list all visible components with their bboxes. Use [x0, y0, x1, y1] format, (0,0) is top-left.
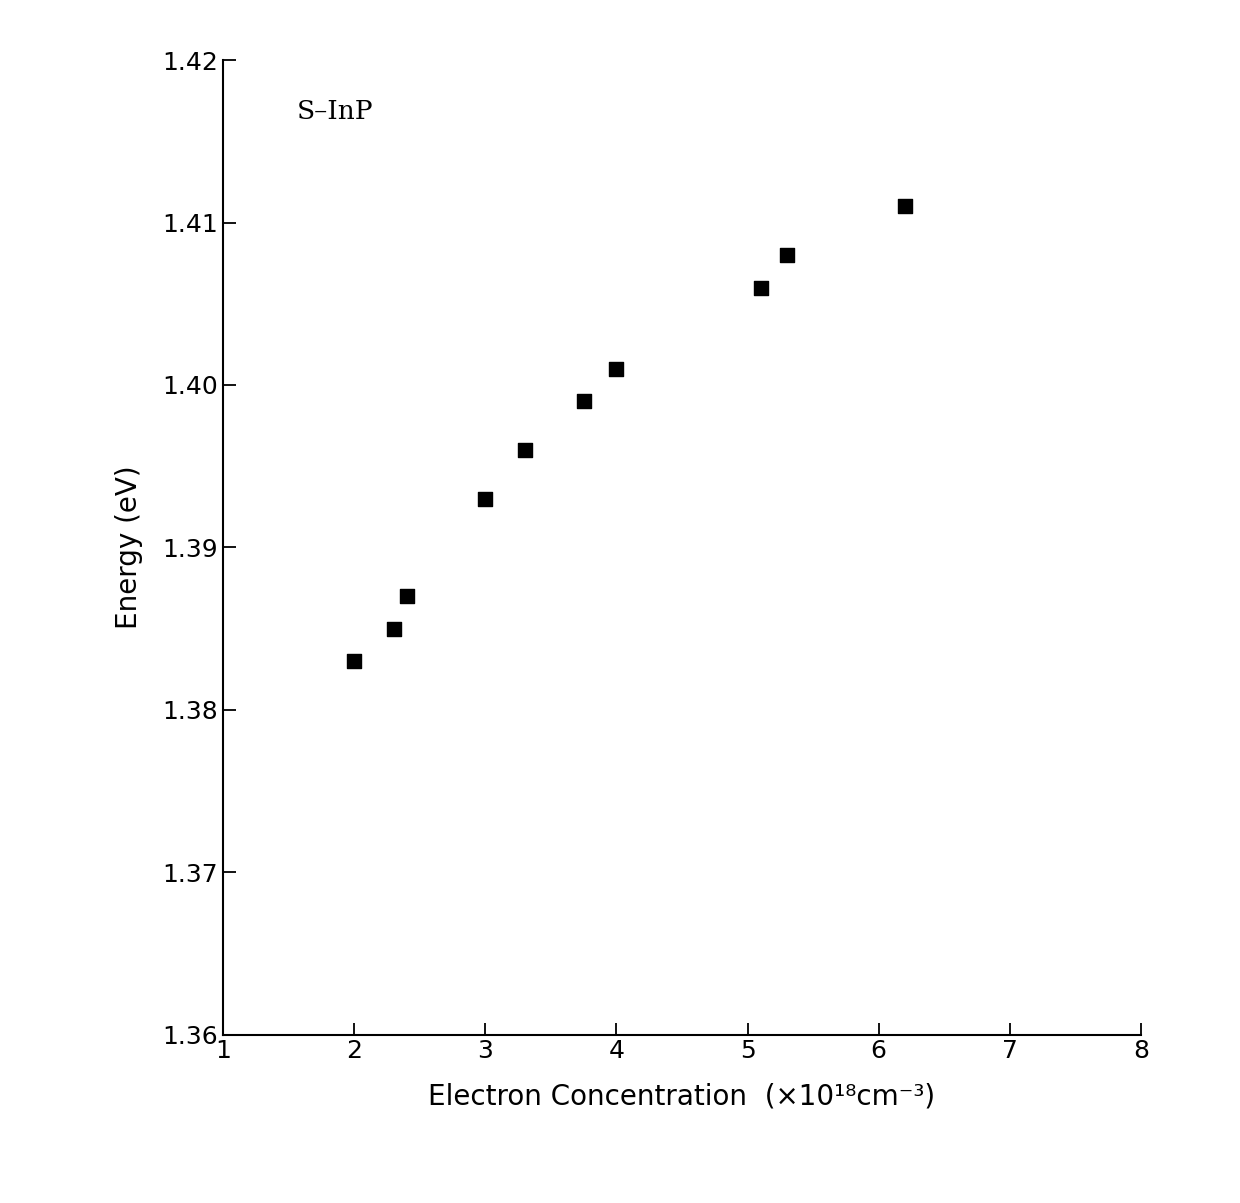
Point — [397, 587, 417, 606]
Point — [750, 278, 770, 297]
Point — [475, 490, 495, 509]
X-axis label: Electron Concentration  (×10¹⁸cm⁻³): Electron Concentration (×10¹⁸cm⁻³) — [429, 1083, 935, 1110]
Y-axis label: Energy (eV): Energy (eV) — [115, 466, 143, 629]
Text: S–InP: S–InP — [296, 99, 373, 124]
Point — [345, 652, 365, 671]
Point — [574, 391, 594, 410]
Point — [606, 358, 626, 378]
Point — [515, 440, 534, 460]
Point — [383, 620, 403, 639]
Point — [895, 197, 915, 217]
Point — [777, 245, 797, 265]
